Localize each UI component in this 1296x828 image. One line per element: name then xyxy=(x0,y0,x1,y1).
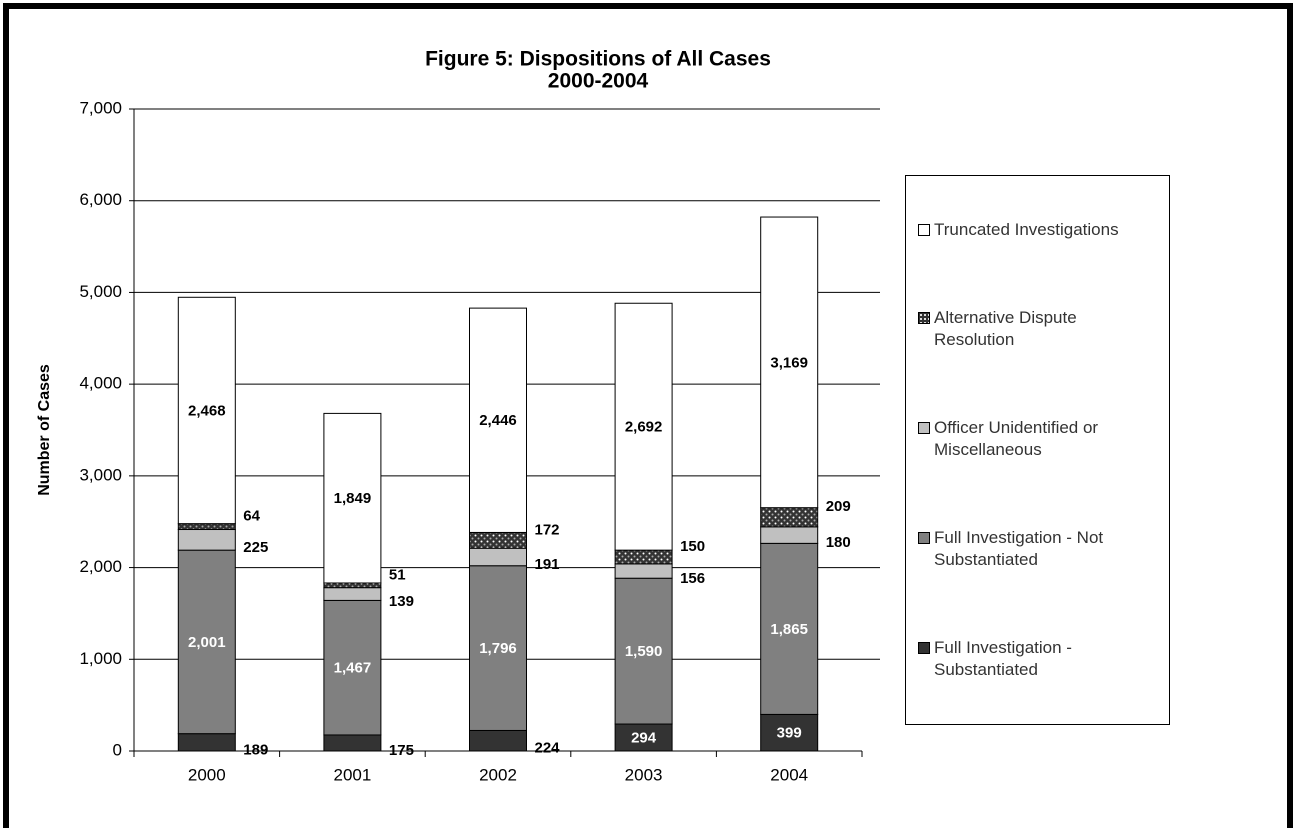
data-label: 1,796 xyxy=(479,640,517,657)
bar-segment xyxy=(614,577,673,725)
bar-segment xyxy=(177,529,236,551)
data-label: 1,865 xyxy=(770,621,808,638)
data-label: 189 xyxy=(243,741,268,758)
bar-segment xyxy=(469,729,527,752)
data-label: 150 xyxy=(680,538,705,555)
x-tick-label: 2001 xyxy=(333,765,371,784)
legend-item: Alternative Dispute Resolution xyxy=(918,307,1159,351)
bar-segment xyxy=(614,549,673,565)
data-label: 64 xyxy=(243,508,260,525)
bar-segment xyxy=(760,542,819,715)
legend-label: Alternative Dispute Resolution xyxy=(934,308,1077,349)
legend-swatch xyxy=(918,532,930,544)
legend-swatch xyxy=(918,312,930,324)
data-label: 139 xyxy=(389,593,414,610)
y-tick-label: 3,000 xyxy=(79,465,122,484)
data-label: 1,849 xyxy=(334,490,372,507)
data-label: 191 xyxy=(535,556,560,573)
data-label: 2,001 xyxy=(188,634,226,651)
bar-segment xyxy=(469,531,527,549)
chart-title: Figure 5: Dispositions of All Cases xyxy=(425,48,771,71)
x-tick-label: 2004 xyxy=(770,765,808,784)
y-tick-label: 2,000 xyxy=(79,557,122,576)
legend: Truncated Investigations Alternative Disp… xyxy=(905,175,1170,725)
bar-segment xyxy=(760,507,819,528)
data-label: 294 xyxy=(631,729,657,746)
bar-segment xyxy=(469,547,527,567)
legend-swatch xyxy=(918,642,930,654)
data-label: 2,446 xyxy=(479,412,517,429)
data-label: 1,590 xyxy=(625,643,663,660)
bar-segment xyxy=(469,565,527,731)
legend-item: Full Investigation - Not Substantiated xyxy=(918,527,1159,571)
y-tick-label: 0 xyxy=(113,740,122,759)
y-tick-label: 5,000 xyxy=(79,282,122,301)
data-label: 209 xyxy=(826,498,851,515)
bar-segment xyxy=(323,734,382,752)
data-label: 399 xyxy=(777,725,802,742)
data-label: 3,169 xyxy=(770,354,808,371)
legend-item: Officer Unidentified or Miscellaneous xyxy=(918,417,1159,461)
data-label: 224 xyxy=(535,740,561,757)
legend-item: Full Investigation - Substantiated xyxy=(918,637,1159,681)
bar-segment xyxy=(177,733,236,752)
data-label: 2,692 xyxy=(625,419,663,436)
x-tick-label: 2003 xyxy=(625,765,663,784)
data-label: 172 xyxy=(535,521,560,538)
bar-segment xyxy=(614,563,673,579)
legend-item: Truncated Investigations xyxy=(918,219,1159,241)
legend-label: Truncated Investigations xyxy=(934,220,1119,239)
data-label: 180 xyxy=(826,534,851,551)
x-tick-label: 2002 xyxy=(479,765,517,784)
data-label: 156 xyxy=(680,570,705,587)
bar-segment xyxy=(323,599,382,736)
y-axis-label: Number of Cases xyxy=(36,364,53,496)
bar-segment xyxy=(323,412,382,584)
bar-segment xyxy=(323,582,382,589)
bar-segment xyxy=(323,587,382,601)
bar-segment xyxy=(760,526,819,544)
bar-segment xyxy=(614,302,673,551)
bar-segment xyxy=(760,713,819,752)
data-label: 2,468 xyxy=(188,402,226,419)
bar-segment xyxy=(177,523,236,531)
legend-swatch xyxy=(918,224,930,236)
y-tick-label: 1,000 xyxy=(79,649,122,668)
bar-segment xyxy=(760,216,819,509)
bar-segment xyxy=(469,307,527,533)
data-label: 1,467 xyxy=(334,660,372,677)
y-tick-label: 6,000 xyxy=(79,190,122,209)
y-tick-label: 4,000 xyxy=(79,374,122,393)
x-tick-label: 2000 xyxy=(188,765,226,784)
legend-label: Officer Unidentified or Miscellaneous xyxy=(934,418,1099,459)
data-label: 51 xyxy=(389,566,406,583)
legend-label: Full Investigation - Substantiated xyxy=(934,638,1072,679)
frame xyxy=(3,3,1293,828)
y-tick-label: 7,000 xyxy=(79,98,122,117)
bar-segment xyxy=(177,296,236,525)
chart-subtitle: 2000-2004 xyxy=(548,70,649,93)
data-label: 225 xyxy=(243,539,268,556)
bar-segment xyxy=(177,549,236,735)
legend-label: Full Investigation - Not Substantiated xyxy=(934,528,1104,569)
data-label: 175 xyxy=(389,742,414,759)
legend-swatch xyxy=(918,422,930,434)
